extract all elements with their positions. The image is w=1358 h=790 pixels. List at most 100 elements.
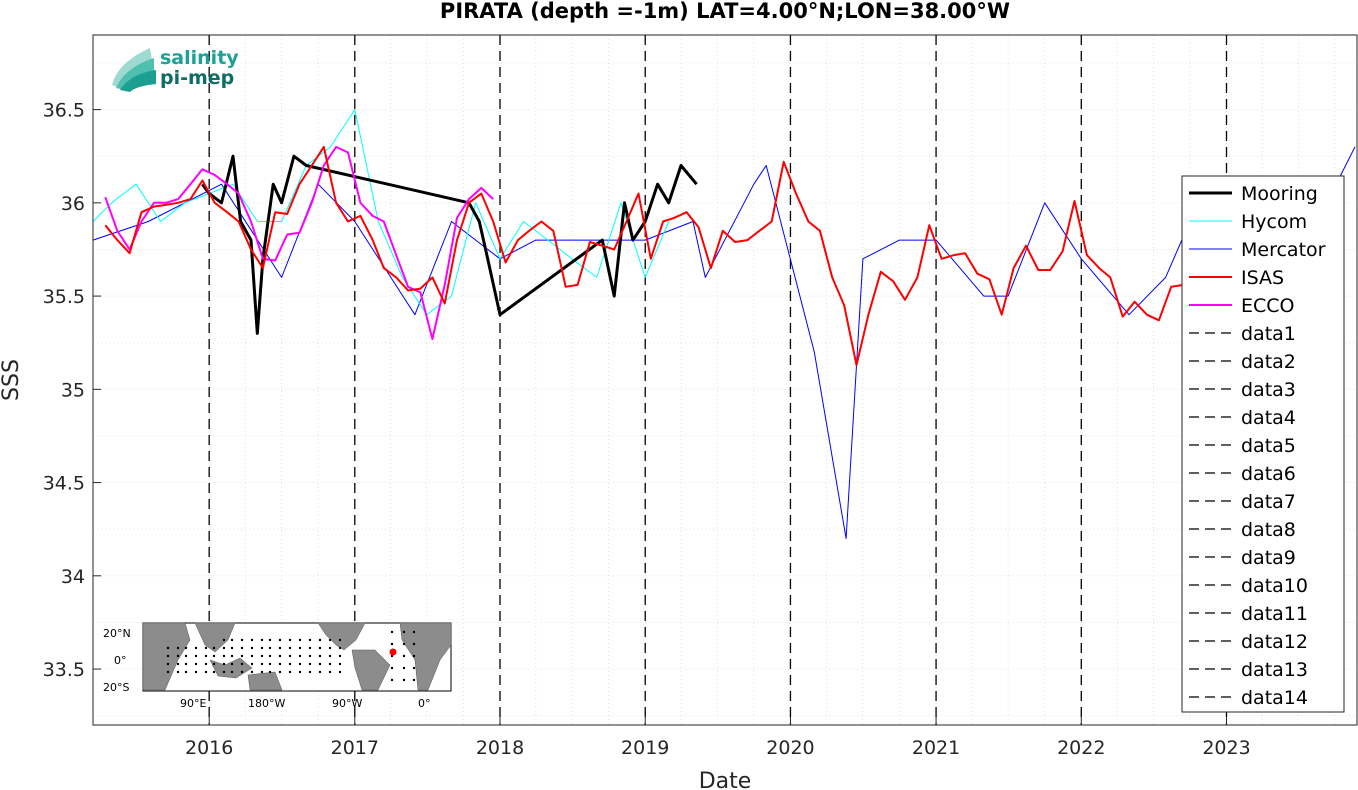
- inset-buoy-dot: [328, 646, 332, 650]
- inset-buoy-dot: [338, 638, 342, 642]
- inset-map-frame: [142, 622, 452, 692]
- inset-world-map: 20°N 0° 20°S 90°E 180°W 90°W 0°: [103, 622, 452, 710]
- inset-buoy-dot: [166, 662, 170, 666]
- inset-buoy-dot: [308, 646, 312, 650]
- inset-lat-label-equator: 0°: [114, 654, 127, 667]
- inset-buoy-dot: [268, 654, 272, 658]
- x-tick-label: 2019: [621, 737, 669, 759]
- legend: Mooring Hycom Mercator ISAS ECCO data1 data2 da…: [1181, 175, 1345, 713]
- legend-box: [1181, 175, 1345, 713]
- inset-buoy-dot: [298, 670, 302, 674]
- inset-buoy-dot: [318, 670, 322, 674]
- logo-text-pimep: pi-mep: [160, 67, 234, 89]
- inset-buoy-dot: [328, 662, 332, 666]
- series-line-hycom: [92, 109, 670, 316]
- x-tick-label: 2017: [331, 737, 379, 759]
- inset-buoy-dot: [184, 646, 188, 650]
- series-line-isas: [104, 145, 1184, 367]
- inset-buoy-dot: [212, 662, 216, 666]
- inset-buoy-dot: [260, 670, 264, 674]
- inset-buoy-dot: [412, 654, 416, 658]
- inset-buoy-dot: [278, 662, 282, 666]
- y-tick-label: 34: [61, 566, 85, 588]
- inset-buoy-dot: [328, 670, 332, 674]
- plot-area: [92, 109, 1356, 539]
- inset-buoy-dot: [212, 646, 216, 650]
- inset-buoy-dot: [176, 670, 180, 674]
- inset-buoy-dot: [338, 654, 342, 658]
- inset-buoy-dot: [166, 670, 170, 674]
- y-axis-label: SSS: [0, 359, 24, 401]
- inset-buoy-dot: [338, 646, 342, 650]
- axes-frame: [92, 34, 1358, 726]
- inset-buoy-dot: [250, 662, 254, 666]
- inset-buoy-dot: [328, 638, 332, 642]
- inset-buoy-dot: [338, 662, 342, 666]
- inset-buoy-dot: [212, 670, 216, 674]
- inset-lon-label-90e: 90°E: [180, 697, 206, 710]
- grid-lines: [93, 35, 1357, 725]
- inset-buoy-dot: [230, 638, 234, 642]
- inset-buoy-dot: [402, 654, 406, 658]
- legend-label-data5: data5: [1241, 435, 1296, 457]
- legend-label-data11: data11: [1241, 603, 1308, 625]
- inset-buoy-dot: [204, 662, 208, 666]
- inset-buoy-dot: [390, 666, 394, 670]
- x-tick-label: 2021: [912, 737, 960, 759]
- x-tick-label: 2018: [476, 737, 524, 759]
- x-tick-label: 2022: [1057, 737, 1105, 759]
- inset-buoy-dot: [222, 638, 226, 642]
- x-tick-label: 2023: [1202, 737, 1250, 759]
- logo-text-salinity: salinity: [160, 47, 239, 69]
- inset-buoy-dot: [184, 670, 188, 674]
- inset-buoy-dot: [268, 646, 272, 650]
- selected-mooring-marker: [389, 648, 397, 656]
- year-dashed-lines: [208, 35, 1228, 725]
- inset-buoy-dot: [204, 646, 208, 650]
- inset-buoy-dot: [204, 654, 208, 658]
- inset-buoy-dot: [194, 662, 198, 666]
- x-tick-label: 2020: [766, 737, 814, 759]
- inset-buoy-dot: [278, 646, 282, 650]
- legend-label-data10: data10: [1241, 575, 1308, 597]
- y-tick-label: 36.5: [43, 100, 85, 122]
- inset-land-shapes: [142, 622, 452, 691]
- salinity-pimep-logo: salinity pi-mep: [112, 47, 239, 92]
- inset-buoy-dot: [240, 662, 244, 666]
- inset-buoy-dot: [288, 670, 292, 674]
- inset-buoy-dot: [288, 662, 292, 666]
- inset-buoy-dot: [250, 670, 254, 674]
- x-tick-labels: 2016 2017 2018 2019 2020 2021 2022 2023: [185, 717, 1251, 759]
- inset-buoy-dot: [390, 678, 394, 682]
- inset-buoy-dot: [240, 638, 244, 642]
- y-tick-label: 35: [61, 379, 85, 401]
- inset-buoy-dot: [250, 638, 254, 642]
- inset-buoy-dot: [328, 654, 332, 658]
- inset-buoy-dot: [278, 654, 282, 658]
- inset-buoy-dot: [212, 654, 216, 658]
- legend-label-data14: data14: [1241, 687, 1308, 709]
- inset-buoy-dot: [194, 646, 198, 650]
- inset-buoy-dot: [298, 646, 302, 650]
- inset-mooring-dots: [166, 630, 416, 682]
- series-line-ecco: [104, 145, 494, 340]
- y-tick-label: 33.5: [43, 659, 85, 681]
- inset-buoy-dot: [412, 630, 416, 634]
- legend-label-data13: data13: [1241, 659, 1308, 681]
- legend-label-isas: ISAS: [1241, 267, 1284, 289]
- inset-buoy-dot: [402, 666, 406, 670]
- inset-lat-label-north: 20°N: [103, 627, 131, 640]
- inset-buoy-dot: [222, 646, 226, 650]
- legend-label-mercator: Mercator: [1241, 239, 1326, 261]
- inset-buoy-dot: [390, 642, 394, 646]
- inset-buoy-dot: [240, 654, 244, 658]
- series-line-mercator: [92, 146, 1356, 539]
- legend-label-data6: data6: [1241, 463, 1296, 485]
- inset-buoy-dot: [166, 654, 170, 658]
- legend-label-data12: data12: [1241, 631, 1308, 653]
- inset-buoy-dot: [298, 662, 302, 666]
- inset-buoy-dot: [240, 670, 244, 674]
- inset-buoy-dot: [176, 654, 180, 658]
- inset-buoy-dot: [240, 646, 244, 650]
